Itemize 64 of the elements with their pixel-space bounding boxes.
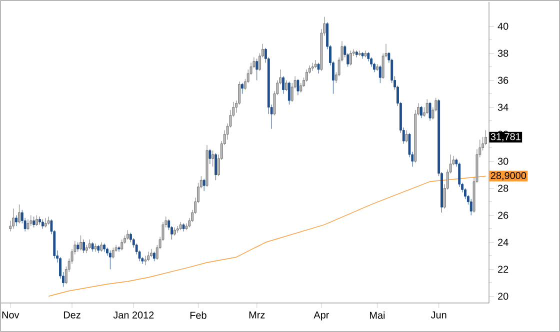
y-tick-label: 24 xyxy=(498,238,508,246)
x-tick-label: Feb xyxy=(190,312,206,319)
candlestick xyxy=(106,247,108,256)
candlestick xyxy=(94,243,97,252)
text: 31,781 xyxy=(490,133,520,142)
y-tick-label: 26 xyxy=(498,212,508,219)
candlestick xyxy=(408,132,411,158)
x-tick-label: Jan 2012 xyxy=(113,312,154,319)
x-tick-label: Apr xyxy=(314,311,330,320)
x-tick-label: Mrz xyxy=(249,311,265,318)
candlestick xyxy=(9,220,12,232)
candlestick xyxy=(378,65,382,84)
x-tick-label: Jun xyxy=(430,311,446,318)
candlestick xyxy=(26,219,30,230)
candlestick xyxy=(208,148,212,164)
candlestick xyxy=(135,243,138,255)
candlestick xyxy=(118,246,120,252)
y-tick-label: 22 xyxy=(498,266,508,273)
candlestick xyxy=(364,50,367,58)
candlestick xyxy=(470,198,472,216)
y-tick-label: 20 xyxy=(498,292,508,300)
candlestick xyxy=(202,178,206,192)
candlestick xyxy=(256,58,258,81)
candlestick xyxy=(206,144,208,188)
y-tick-label: 36 xyxy=(498,76,508,84)
candlestick xyxy=(458,162,461,188)
y-tick-label: 30 xyxy=(498,158,508,165)
candlestick xyxy=(214,152,218,180)
y-tick-label: 38 xyxy=(498,50,508,57)
candlestick xyxy=(405,130,408,143)
candlestick xyxy=(282,76,285,94)
candlestick xyxy=(182,223,185,232)
candlestick xyxy=(185,223,188,230)
candlestick xyxy=(296,78,300,96)
candlestick xyxy=(32,216,36,228)
x-tick-label: Nov xyxy=(2,311,20,318)
candlestick xyxy=(108,250,112,270)
candlestick xyxy=(240,82,244,94)
y-tick-label: 28 xyxy=(498,184,508,192)
candlestick xyxy=(367,52,370,62)
candlestick xyxy=(482,136,484,151)
candlestick xyxy=(97,244,100,254)
candlestick xyxy=(212,150,214,167)
candlestick xyxy=(382,53,384,80)
candlestick xyxy=(12,208,15,230)
candlestick xyxy=(85,244,88,254)
candlestick xyxy=(355,50,358,58)
candlestick xyxy=(30,215,32,226)
candlestick xyxy=(82,239,85,254)
candlestick xyxy=(317,62,320,74)
candlestick xyxy=(428,102,432,122)
candlestick xyxy=(420,106,422,118)
x-tick-label: Dez xyxy=(64,311,80,318)
line-series xyxy=(48,176,486,297)
candlestick xyxy=(176,226,179,234)
y-tick-label: 40 xyxy=(498,22,508,30)
y-tick-label: 34 xyxy=(498,104,508,111)
candlestick xyxy=(311,62,314,72)
text: 28,9000 xyxy=(490,172,526,180)
x-tick-label: Mai xyxy=(370,312,385,319)
candlestick xyxy=(91,242,94,252)
candlestick xyxy=(361,52,364,59)
candlestick xyxy=(47,216,50,225)
candlestick xyxy=(41,219,44,230)
